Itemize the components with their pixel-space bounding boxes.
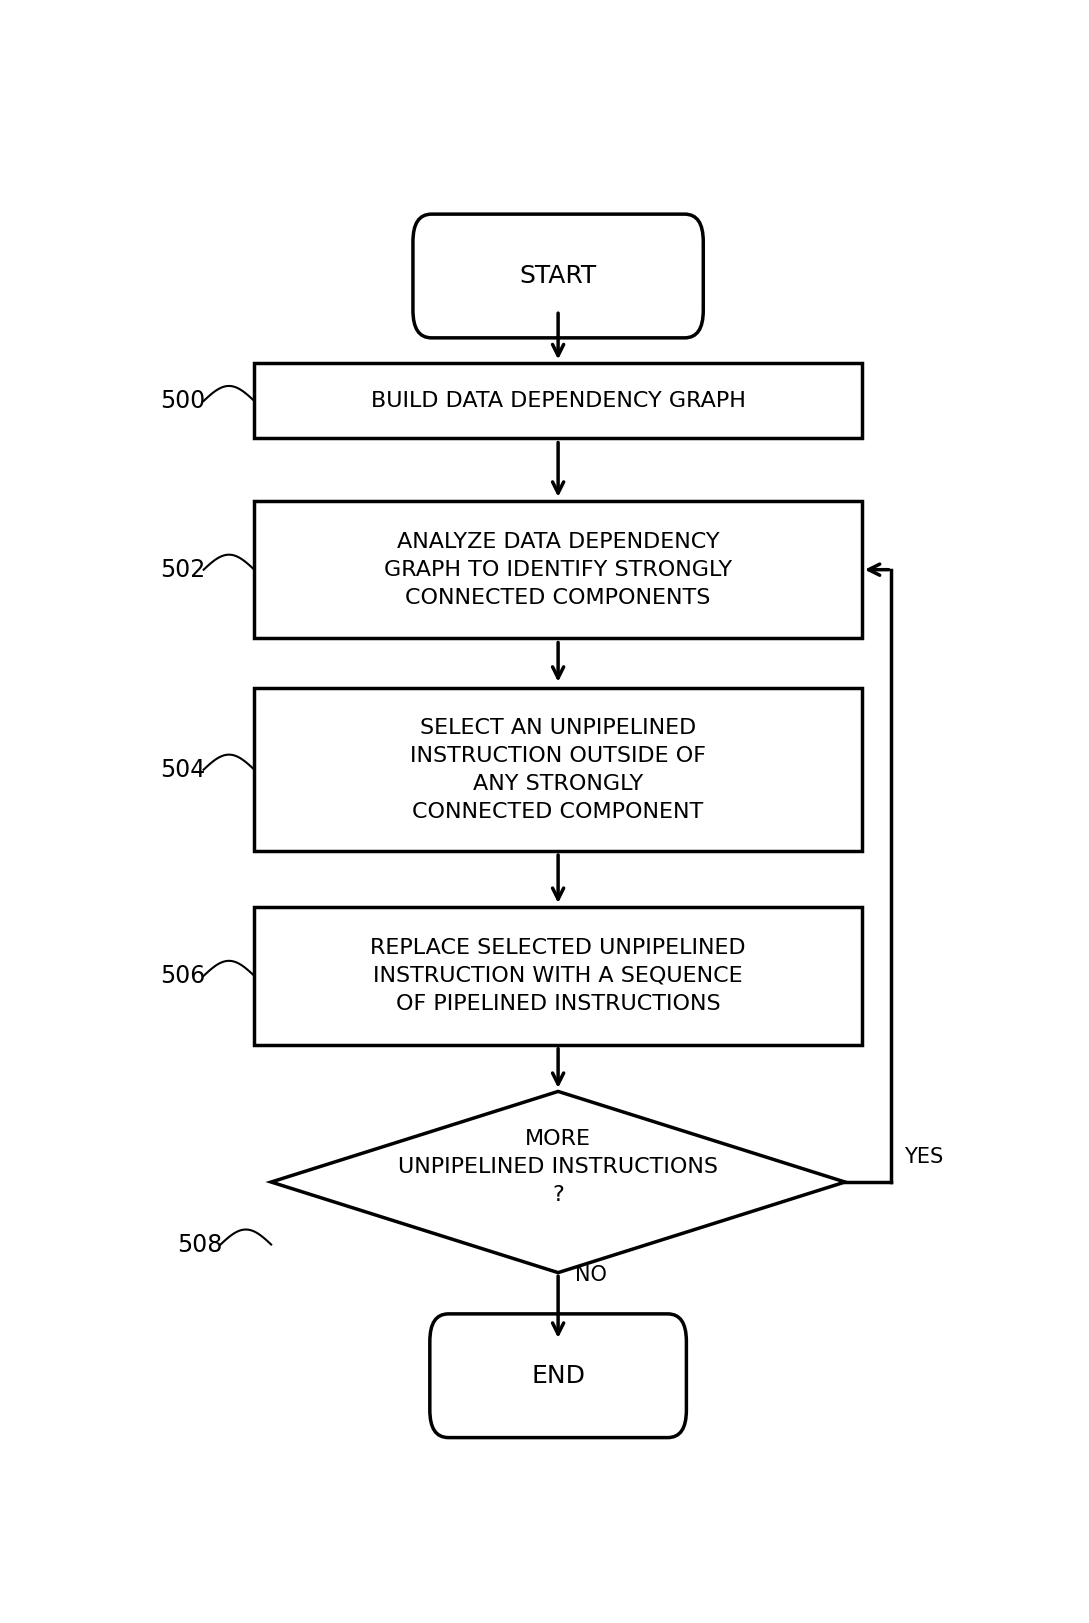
Text: START: START [519,265,597,287]
Text: ANALYZE DATA DEPENDENCY
GRAPH TO IDENTIFY STRONGLY
CONNECTED COMPONENTS: ANALYZE DATA DEPENDENCY GRAPH TO IDENTIF… [384,532,732,607]
Bar [254,907,862,1045]
FancyBboxPatch shape [430,1315,686,1438]
FancyBboxPatch shape [413,214,703,338]
Text: 506: 506 [160,964,205,988]
Text: END: END [531,1363,585,1388]
Bar [254,688,862,850]
Text: 502: 502 [160,558,205,581]
Text: REPLACE SELECTED UNPIPELINED
INSTRUCTION WITH A SEQUENCE
OF PIPELINED INSTRUCTIO: REPLACE SELECTED UNPIPELINED INSTRUCTION… [370,938,746,1014]
Bar [254,364,862,438]
Polygon shape [271,1091,845,1272]
Text: SELECT AN UNPIPELINED
INSTRUCTION OUTSIDE OF
ANY STRONGLY
CONNECTED COMPONENT: SELECT AN UNPIPELINED INSTRUCTION OUTSID… [411,717,706,821]
Text: 504: 504 [160,758,205,782]
Text: YES: YES [904,1147,943,1167]
Text: MORE
UNPIPELINED INSTRUCTIONS
?: MORE UNPIPELINED INSTRUCTIONS ? [399,1130,718,1204]
Text: BUILD DATA DEPENDENCY GRAPH: BUILD DATA DEPENDENCY GRAPH [370,391,746,411]
Text: NO: NO [575,1264,607,1284]
Text: 500: 500 [160,390,205,412]
Text: 508: 508 [176,1232,222,1256]
Bar [254,502,862,638]
